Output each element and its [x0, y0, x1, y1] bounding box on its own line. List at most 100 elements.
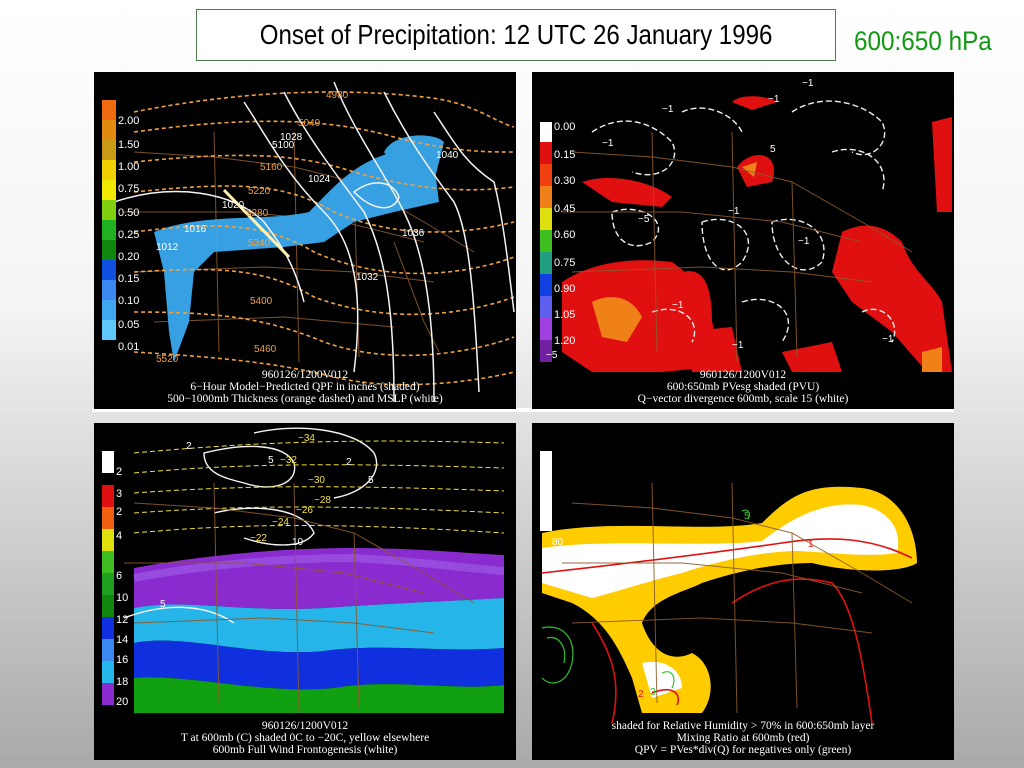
contour-label: 4980: [326, 90, 349, 101]
temperature-legend-label: 2: [116, 466, 122, 478]
temperature-legend-label: 16: [116, 654, 128, 666]
contour-label: −5: [546, 350, 558, 361]
contour-label: 1028: [280, 132, 303, 143]
pvu-contour-labels: −1 −1 −1 −1 −1 −1 −1 −1 −1 −5 −5 5: [546, 78, 894, 361]
rh-panel: 80 1 2 3 5 shaded for Relative Humidity …: [532, 423, 954, 760]
contour-label: 2: [346, 457, 352, 468]
pvu-map: 0.00 0.15 0.30 0.45 0.60 0.75 0.90 1.05 …: [540, 78, 952, 372]
temperature-panel: 2 3 2 4 6 10 12 14 16 18 20 −34 −32 −30 …: [94, 423, 516, 760]
caption-line: 960126/1200V012: [261, 720, 349, 732]
qpf-legend-label: 2.00: [118, 115, 139, 127]
pvu-legend-label: 0.00: [554, 121, 575, 133]
pvu-legend-label: 0.45: [554, 203, 575, 215]
pvu-caption: 960126/1200V012 600:650mb PVesg shaded (…: [532, 369, 954, 405]
yellow-isotherms: [133, 440, 505, 534]
temperature-legend-label: 12: [116, 614, 128, 626]
contour-label: 5040: [298, 118, 321, 129]
qpf-map: 2.00 1.50 1.00 0.75 0.50 0.25 0.20 0.15 …: [102, 81, 515, 403]
contour-label: −32: [280, 455, 297, 466]
contour-label: 5340: [248, 238, 271, 249]
temperature-legend-label: 10: [116, 592, 128, 604]
pvu-legend: 0.00 0.15 0.30 0.45 0.60 0.75 0.90 1.05 …: [540, 121, 575, 362]
contour-label: −1: [602, 138, 614, 149]
qpf-legend-label: 0.50: [118, 207, 139, 219]
contour-label: −26: [296, 505, 313, 516]
qpf-legend-label: 1.00: [118, 161, 139, 173]
caption-line: 600mb Full Wind Frontogenesis (white): [212, 744, 398, 756]
temperature-shading: [133, 548, 505, 713]
qpf-legend-label: 1.50: [118, 139, 139, 151]
contour-label: 5100: [272, 140, 295, 151]
qpf-panel: 2.00 1.50 1.00 0.75 0.50 0.25 0.20 0.15 …: [94, 72, 516, 409]
contour-label: 1016: [184, 224, 207, 235]
contour-label: 5520: [156, 354, 179, 365]
contour-label: −24: [272, 517, 289, 528]
caption-line: QPV = PVes*div(Q) for negatives only (gr…: [634, 744, 852, 756]
contour-label: 1020: [222, 200, 245, 211]
contour-label: 1036: [402, 228, 425, 239]
temperature-legend-label: 3: [116, 488, 122, 500]
temperature-legend-label: 20: [116, 696, 128, 708]
rh-legend-label: 80: [552, 537, 564, 548]
contour-label: −34: [298, 433, 315, 444]
contour-label: −1: [672, 300, 684, 311]
contour-label: 5: [770, 144, 776, 155]
qpf-legend: 2.00 1.50 1.00 0.75 0.50 0.25 0.20 0.15 …: [102, 100, 139, 353]
caption-line: shaded for Relative Humidity > 70% in 60…: [611, 720, 875, 732]
contour-label: 5: [268, 455, 274, 466]
caption-line: 960126/1200V012: [699, 369, 787, 381]
panel-divider: [92, 408, 954, 412]
qpf-legend-label: 0.15: [118, 273, 139, 285]
temperature-legend-label: 18: [116, 676, 128, 688]
cross-section-line: [222, 188, 291, 259]
contour-label: 5220: [248, 186, 271, 197]
contour-label: 5280: [246, 208, 269, 219]
caption-line: 6−Hour Model−Predicted QPF in inches (sh…: [190, 381, 420, 393]
frontogenesis-contours: [123, 427, 378, 624]
contour-label: −1: [662, 104, 674, 115]
contour-label: 5: [160, 599, 166, 610]
pv-shading-orange: [592, 162, 942, 372]
slide-title: Onset of Precipitation: 12 UTC 26 Januar…: [196, 9, 836, 61]
rh-map: 80 1 2 3 5: [540, 451, 917, 724]
contour-label: 1012: [156, 242, 179, 253]
state-borders: [124, 482, 475, 714]
temperature-legend-label: 4: [116, 530, 122, 542]
caption-line: T at 600mb (C) shaded 0C to −20C, yellow…: [180, 732, 430, 744]
qpf-legend-label: 0.10: [118, 295, 139, 307]
qpf-legend-label: 0.01: [118, 341, 139, 353]
slide-title-text: Onset of Precipitation: 12 UTC 26 Januar…: [259, 19, 773, 50]
pvu-legend-label: 0.90: [554, 283, 575, 295]
rh-shading: [540, 451, 917, 713]
mslp-contours: [113, 81, 515, 403]
caption-line: 960126/1200V012: [261, 369, 349, 381]
temperature-legend-label: 14: [116, 634, 128, 646]
contour-label: −1: [802, 78, 814, 89]
contour-label: 2: [638, 689, 644, 700]
qpf-legend-label: 0.20: [118, 251, 139, 263]
temperature-caption: 960126/1200V012 T at 600mb (C) shaded 0C…: [94, 720, 516, 756]
qpf-caption: 960126/1200V012 6−Hour Model−Predicted Q…: [94, 369, 516, 405]
qvector-contours: [591, 100, 896, 343]
contour-label: −28: [314, 495, 331, 506]
contour-label: 5400: [250, 296, 273, 307]
contour-label: −1: [732, 340, 744, 351]
contour-label: −5: [638, 214, 650, 225]
temperature-contour-labels: −34 −32 −30 −28 −26 −24 −22 2 2 5 5 5 10: [160, 433, 374, 610]
caption-line: Q−vector divergence 600mb, scale 15 (whi…: [637, 393, 849, 405]
pvu-panel: 0.00 0.15 0.30 0.45 0.60 0.75 0.90 1.05 …: [532, 72, 954, 409]
caption-line: 500−1000mb Thickness (orange dashed) and…: [167, 393, 443, 405]
pvu-legend-label: 0.75: [554, 257, 575, 269]
contour-label: 10: [292, 537, 304, 548]
qpf-legend-label: 0.75: [118, 183, 139, 195]
temperature-legend-label: 6: [116, 570, 122, 582]
contour-label: 1024: [308, 174, 331, 185]
rh-caption: shaded for Relative Humidity > 70% in 60…: [532, 720, 954, 756]
contour-label: −1: [882, 334, 894, 345]
contour-label: −22: [250, 533, 267, 544]
contour-label: −30: [308, 475, 325, 486]
temperature-legend: 2 3 2 4 6 10 12 14 16 18 20: [102, 451, 128, 708]
pvu-legend-label: 0.30: [554, 175, 575, 187]
contour-label: 1040: [436, 150, 459, 161]
state-borders: [562, 131, 913, 363]
